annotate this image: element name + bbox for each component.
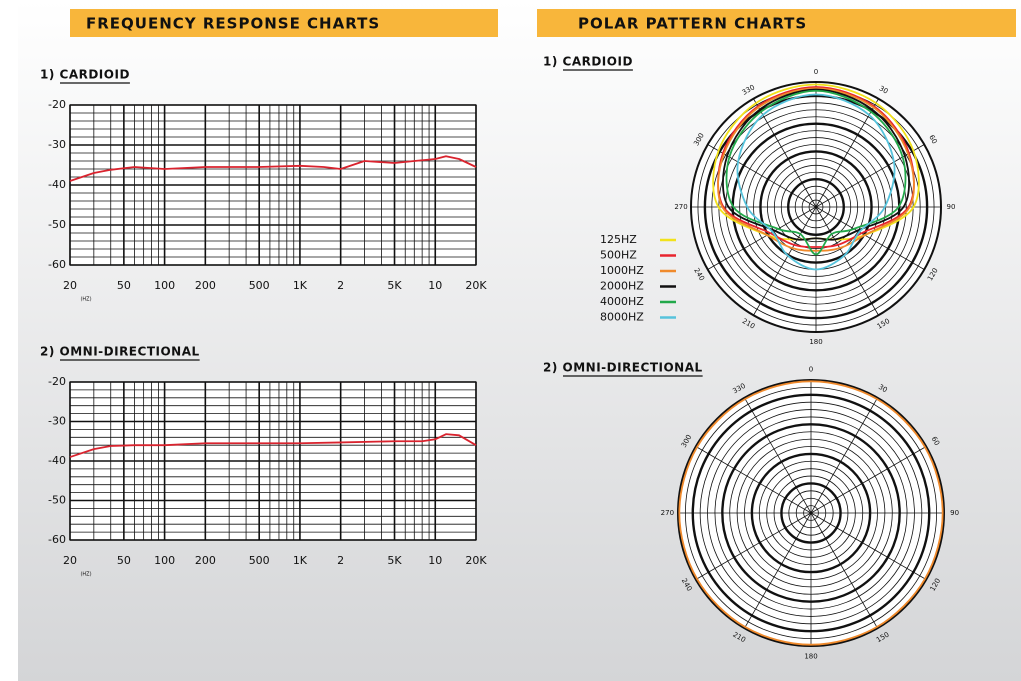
spoke [815, 144, 925, 208]
polar-curve [717, 87, 915, 252]
spoke [815, 98, 879, 208]
spoke [810, 512, 878, 629]
angle-label: 60 [930, 435, 941, 447]
spoke [695, 446, 812, 514]
angle-label: 60 [927, 134, 938, 146]
header-bar [70, 9, 498, 37]
legend-label: 1000HZ [600, 264, 644, 277]
spoke [810, 397, 878, 514]
y-tick-label: -30 [48, 138, 66, 151]
y-tick-label: -50 [48, 494, 66, 507]
angle-label: 270 [661, 509, 674, 517]
legend-label: 500HZ [600, 249, 637, 262]
x-tick-label: 500 [249, 279, 270, 292]
x-tick-label: 5K [387, 554, 402, 567]
spoke [815, 206, 879, 316]
angle-label: 90 [950, 509, 959, 517]
x-tick-label: 2 [337, 554, 344, 567]
chart-title: 2) OMNI-DIRECTIONAL [543, 361, 703, 375]
legend-label: 8000HZ [600, 311, 644, 324]
data-line [69, 433, 477, 458]
legend-label: 125HZ [600, 233, 637, 246]
angle-label: 30 [878, 84, 890, 95]
x-tick-label: 200 [195, 554, 216, 567]
y-tick-label: -50 [48, 218, 66, 231]
x-tick-label: 20K [465, 554, 487, 567]
spoke [744, 397, 812, 514]
x-tick-label: 10 [428, 554, 442, 567]
polar-curve [678, 380, 944, 646]
y-tick-label: -60 [48, 533, 66, 546]
angle-label: 180 [809, 338, 822, 346]
x-tick-label: 10 [428, 279, 442, 292]
legend-label: 2000HZ [600, 280, 644, 293]
x-tick-label: 50 [117, 279, 131, 292]
chart-title: 1) CARDIOID [40, 68, 130, 82]
x-tick-label: 1K [293, 279, 308, 292]
angle-label: 90 [947, 203, 956, 211]
x-axis-label: (HZ) [80, 572, 91, 578]
data-line [69, 155, 477, 182]
y-tick-label: -60 [48, 258, 66, 271]
chart-title: 1) CARDIOID [543, 55, 633, 69]
angle-label: 0 [809, 365, 813, 373]
angle-label: 30 [877, 383, 889, 394]
polar-curve [725, 89, 907, 256]
x-tick-label: 50 [117, 554, 131, 567]
x-tick-label: 2 [337, 279, 344, 292]
angle-label: 0 [814, 68, 818, 76]
x-tick-label: 1K [293, 554, 308, 567]
section-title: FREQUENCY RESPONSE CHARTS [86, 15, 380, 33]
polar-curve [736, 93, 896, 271]
y-tick-label: -20 [48, 375, 66, 388]
spoke [744, 512, 812, 629]
legend-label: 4000HZ [600, 295, 644, 308]
y-tick-label: -20 [48, 98, 66, 111]
x-tick-label: 500 [249, 554, 270, 567]
spoke [810, 512, 927, 580]
x-tick-label: 20 [63, 554, 77, 567]
x-tick-label: 20 [63, 279, 77, 292]
polar-curve [722, 88, 910, 241]
header-bar [537, 9, 1016, 37]
spoke [815, 206, 925, 270]
spoke [753, 206, 817, 316]
angle-label: 180 [804, 653, 817, 661]
x-tick-label: 100 [154, 554, 175, 567]
spoke [707, 206, 817, 270]
spoke [753, 98, 817, 208]
y-tick-label: -40 [48, 178, 66, 191]
spoke [707, 144, 817, 208]
angle-label: 270 [674, 203, 687, 211]
section-title: POLAR PATTERN CHARTS [578, 15, 807, 33]
polar-curve [717, 86, 915, 248]
chart-title: 2) OMNI-DIRECTIONAL [40, 345, 200, 359]
spoke [695, 512, 812, 580]
x-tick-label: 200 [195, 279, 216, 292]
x-axis-label: (HZ) [80, 297, 91, 303]
x-tick-label: 20K [465, 279, 487, 292]
spoke [810, 446, 927, 514]
x-tick-label: 5K [387, 279, 402, 292]
y-tick-label: -30 [48, 415, 66, 428]
x-tick-label: 100 [154, 279, 175, 292]
y-tick-label: -40 [48, 454, 66, 467]
